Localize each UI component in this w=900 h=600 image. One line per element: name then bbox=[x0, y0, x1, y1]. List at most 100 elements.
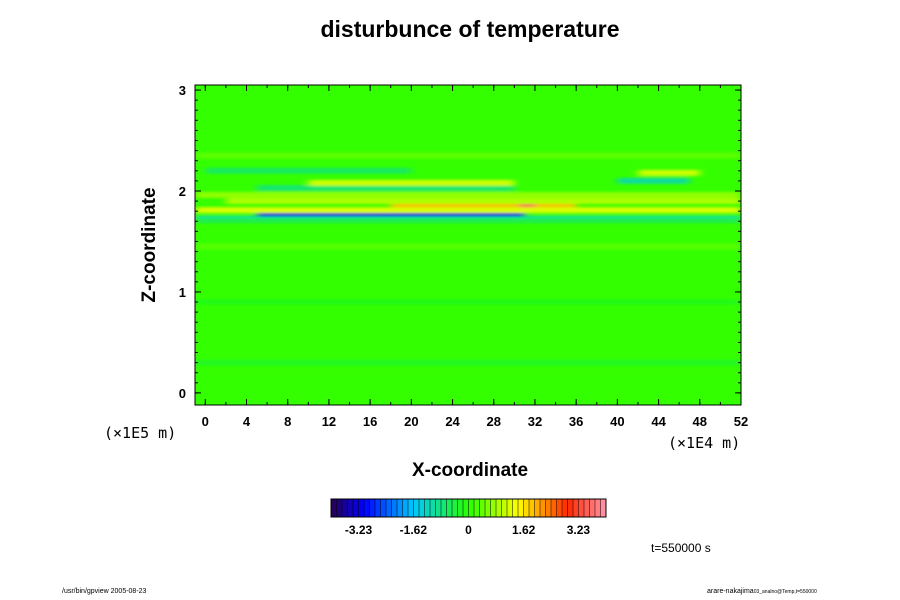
colorbar-swatch bbox=[523, 499, 530, 517]
field-band-1 bbox=[195, 217, 741, 224]
colorbar-swatch bbox=[331, 499, 337, 517]
x-tick-label: 40 bbox=[610, 414, 624, 429]
colorbar-swatch bbox=[358, 499, 365, 517]
y-axis-label: Z-coordinate bbox=[139, 187, 160, 303]
colorbar-swatch bbox=[402, 499, 409, 517]
y-tick-label: 2 bbox=[179, 184, 186, 199]
field-band-11 bbox=[637, 169, 700, 176]
colorbar-swatch bbox=[408, 499, 414, 517]
x-tick-label: 20 bbox=[404, 414, 418, 429]
field-band-2 bbox=[256, 212, 525, 217]
colorbar-swatch bbox=[529, 499, 535, 517]
colorbar-swatch bbox=[397, 499, 403, 517]
colorbar-swatch bbox=[419, 499, 425, 517]
y-axis-unit: (×1E5 m) bbox=[104, 424, 177, 442]
field-band-7 bbox=[195, 192, 741, 199]
time-label: t=550000 s bbox=[651, 541, 711, 555]
x-axis-label: X-coordinate bbox=[411, 460, 529, 481]
colorbar-swatch bbox=[342, 499, 348, 517]
x-tick-label: 16 bbox=[363, 414, 377, 429]
x-tick-label: 32 bbox=[528, 414, 542, 429]
colorbar-tick-label: -3.23 bbox=[345, 523, 373, 537]
x-tick-label: 44 bbox=[651, 414, 666, 429]
field-band-12 bbox=[205, 167, 412, 174]
field-band-8 bbox=[256, 184, 515, 191]
colorbar-swatch bbox=[474, 499, 480, 517]
colorbar-swatch bbox=[369, 499, 376, 517]
colorbar-swatch bbox=[567, 499, 574, 517]
colorbar-swatch bbox=[551, 499, 557, 517]
colorbar-frame bbox=[330, 498, 607, 518]
field-band-5 bbox=[519, 203, 535, 208]
colorbar-swatch bbox=[589, 499, 596, 517]
colorbar-tick-label: -1.62 bbox=[400, 523, 428, 537]
field-band-10 bbox=[617, 177, 690, 184]
y-tick-label: 3 bbox=[179, 83, 186, 98]
colorbar-swatch bbox=[518, 499, 524, 517]
field-band-6 bbox=[225, 198, 741, 205]
colorbar-swatch bbox=[364, 499, 370, 517]
x-tick-label: 24 bbox=[445, 414, 460, 429]
chart-title: disturbunce of temperature bbox=[320, 16, 620, 42]
colorbar-swatch bbox=[430, 499, 436, 517]
colorbar-tick-label: 1.62 bbox=[512, 523, 536, 537]
colorbar-tick-label: 0 bbox=[465, 523, 472, 537]
footer-right-sub: 03_analno@Temp,t=550000 bbox=[753, 589, 817, 595]
colorbar-swatch bbox=[501, 499, 508, 517]
field-band-13 bbox=[195, 152, 741, 159]
x-tick-label: 28 bbox=[487, 414, 501, 429]
colorbar-swatch bbox=[463, 499, 469, 517]
colorbar-swatch bbox=[386, 499, 392, 517]
field-band-9 bbox=[308, 179, 515, 186]
colorbar-swatch bbox=[545, 499, 552, 517]
colorbar-tick-label: 3.23 bbox=[567, 523, 591, 537]
x-tick-label: 8 bbox=[284, 414, 291, 429]
field-band-15 bbox=[195, 299, 741, 306]
x-tick-label: 36 bbox=[569, 414, 583, 429]
colorbar-swatch bbox=[347, 499, 354, 517]
colorbar-swatch bbox=[424, 499, 431, 517]
field-band-14 bbox=[195, 243, 741, 250]
x-axis-unit: (×1E4 m) bbox=[668, 434, 741, 452]
x-tick-label: 52 bbox=[734, 414, 748, 429]
colorbar-swatch bbox=[441, 499, 447, 517]
colorbar-swatch bbox=[391, 499, 398, 517]
colorbar-swatch bbox=[534, 499, 541, 517]
colorbar-swatch bbox=[512, 499, 519, 517]
colorbar-swatch bbox=[600, 499, 607, 517]
y-tick-label: 0 bbox=[179, 386, 186, 401]
colorbar-swatch bbox=[578, 499, 585, 517]
colorbar-swatch bbox=[496, 499, 502, 517]
colorbar-swatch bbox=[479, 499, 486, 517]
x-tick-label: 4 bbox=[243, 414, 251, 429]
colorbar-swatch bbox=[353, 499, 359, 517]
field-band-16 bbox=[195, 359, 741, 366]
x-tick-label: 0 bbox=[202, 414, 209, 429]
colorbar-swatch bbox=[507, 499, 513, 517]
colorbar-swatch bbox=[490, 499, 497, 517]
colorbar-swatch bbox=[573, 499, 579, 517]
colorbar-swatch bbox=[452, 499, 458, 517]
colorbar-swatch bbox=[446, 499, 453, 517]
plot-frame bbox=[194, 84, 742, 406]
footer-right-text: arare-nakajima03_analno@Temp,t=550000 bbox=[707, 588, 817, 595]
colorbar-swatch bbox=[380, 499, 387, 517]
colorbar-swatch bbox=[413, 499, 420, 517]
colorbar-swatch bbox=[562, 499, 568, 517]
x-tick-label: 12 bbox=[322, 414, 336, 429]
colorbar-swatch bbox=[468, 499, 475, 517]
colorbar-swatch bbox=[457, 499, 464, 517]
colorbar-swatch bbox=[375, 499, 381, 517]
colorbar-swatch bbox=[336, 499, 343, 517]
colorbar-swatch bbox=[595, 499, 601, 517]
y-tick-label: 1 bbox=[179, 285, 186, 300]
footer-right-main: arare-nakajima bbox=[707, 588, 754, 595]
field-band-3 bbox=[195, 207, 741, 214]
colorbar-swatch bbox=[485, 499, 491, 517]
colorbar-swatch bbox=[435, 499, 442, 517]
colorbar-swatch bbox=[540, 499, 546, 517]
colorbar-swatch bbox=[556, 499, 563, 517]
x-tick-label: 48 bbox=[693, 414, 707, 429]
footer-left-text: /usr/bin/gpview 2005-08-23 bbox=[62, 588, 147, 595]
